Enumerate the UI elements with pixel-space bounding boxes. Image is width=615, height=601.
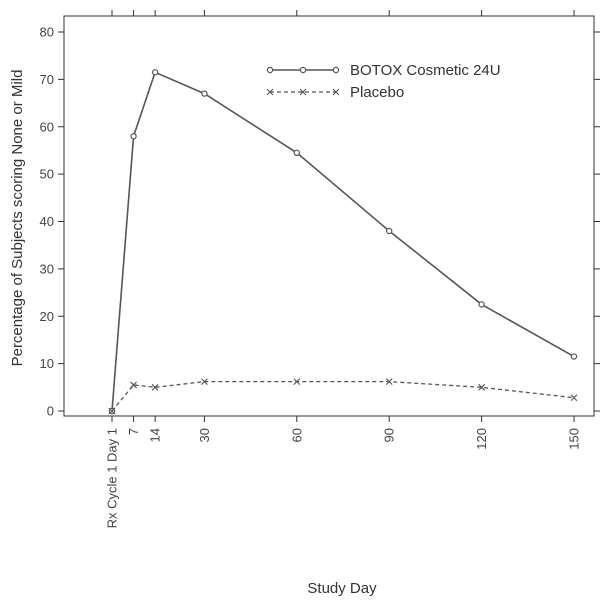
x-marker-stroke	[332, 88, 340, 96]
legend-marker-x	[332, 88, 340, 96]
x-marker-stroke	[385, 378, 393, 386]
x-marker-stroke	[266, 88, 274, 96]
legend-label: BOTOX Cosmetic 24U	[350, 62, 501, 79]
x-tick-label: Rx Cycle 1 Day 1	[105, 428, 120, 528]
y-tick-label: 20	[40, 309, 54, 324]
data-point-botox	[151, 69, 159, 76]
plot-frame	[63, 15, 595, 417]
legend: BOTOX Cosmetic 24U Placebo	[266, 62, 501, 101]
x-tick-label: 7	[126, 428, 141, 435]
data-point-placebo	[385, 378, 393, 386]
x-tick-label: 120	[474, 428, 489, 450]
data-point-placebo	[151, 383, 159, 391]
legend-marker-x	[266, 88, 274, 96]
data-point-botox	[293, 149, 300, 157]
x-marker-stroke	[570, 394, 578, 402]
y-tick-label: 60	[40, 119, 54, 134]
data-point-botox	[570, 353, 578, 360]
legend-marker-circle	[332, 66, 340, 74]
series-line-placebo	[111, 380, 575, 412]
data-point-placebo	[108, 407, 116, 415]
y-tick-label: 0	[47, 404, 54, 419]
data-point-placebo	[570, 394, 578, 402]
series-layer	[108, 69, 578, 415]
data-point-placebo	[201, 378, 208, 386]
x-marker-stroke	[478, 383, 485, 391]
legend-marker-x	[299, 88, 307, 96]
data-point-botox	[478, 301, 485, 308]
x-marker-stroke	[201, 378, 208, 386]
y-tick-label: 10	[40, 356, 54, 371]
data-point-placebo	[293, 378, 301, 386]
data-point-botox	[201, 90, 208, 97]
y-tick-label: 40	[40, 214, 54, 229]
x-marker-stroke	[108, 407, 116, 415]
data-point-placebo	[130, 381, 137, 389]
data-point-placebo	[478, 383, 485, 391]
x-marker-stroke	[299, 88, 307, 96]
legend-label: Placebo	[350, 84, 404, 101]
y-axis-title: Percentage of Subjects scoring None or M…	[9, 70, 26, 367]
y-tick-label: 80	[40, 25, 54, 40]
x-marker-stroke	[130, 381, 137, 389]
series-line-botox	[111, 71, 575, 412]
x-tick-label: 30	[197, 428, 212, 442]
x-tick-label: 14	[148, 428, 163, 442]
y-tick-label: 30	[40, 261, 54, 276]
x-tick-label: 90	[382, 428, 397, 442]
data-point-botox	[130, 133, 137, 140]
x-axis: Rx Cycle 1 Day 1 7 14 30 60 90 120 150	[105, 10, 582, 528]
x-tick-label: 60	[289, 428, 304, 442]
x-marker-stroke	[151, 383, 159, 391]
y-tick-label: 70	[40, 72, 54, 87]
x-tick-label: 150	[567, 428, 582, 450]
legend-marker-circle	[299, 66, 307, 74]
x-axis-title: Study Day	[307, 580, 377, 597]
data-point-botox	[386, 227, 393, 235]
y-tick-label: 50	[40, 167, 54, 182]
y-axis: 0 10 20 30 40 50 60 70 80	[40, 25, 600, 419]
x-marker-stroke	[293, 378, 301, 386]
legend-marker-circle	[266, 66, 274, 74]
